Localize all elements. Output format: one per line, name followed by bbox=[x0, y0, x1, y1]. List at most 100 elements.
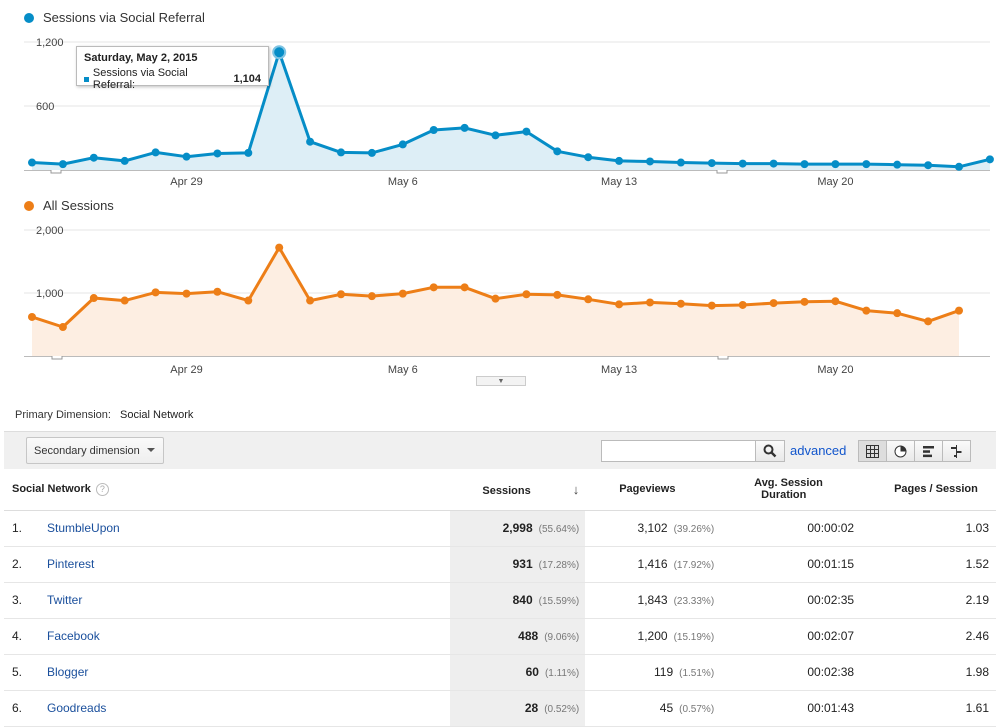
data-point bbox=[429, 283, 438, 292]
legend-label: All Sessions bbox=[43, 198, 114, 213]
table-row: 4. Facebook 488 (9.06%) 1,200 (15.19%) 00:02:0… bbox=[4, 618, 996, 655]
advanced-filter-link[interactable]: advanced bbox=[790, 443, 847, 458]
table-row: 3. Twitter 840 (15.59%) 1,843 (23.33%) 00:02:3… bbox=[4, 582, 996, 619]
data-point bbox=[182, 152, 191, 161]
sessions-percent: (0.52%) bbox=[544, 704, 580, 715]
data-point bbox=[89, 153, 98, 162]
social-network-link[interactable]: Twitter bbox=[47, 593, 83, 607]
data-point bbox=[28, 158, 36, 167]
x-tick-label: May 20 bbox=[817, 364, 853, 376]
cell-sessions: 60 (1.11%) bbox=[450, 654, 586, 691]
data-point bbox=[646, 298, 654, 307]
table-search-input[interactable] bbox=[601, 440, 756, 462]
data-table: Social Network? Sessions ↓ Pageviews Avg.… bbox=[4, 469, 996, 727]
cell-social-network: 3. Twitter bbox=[4, 582, 451, 619]
cell-avg-session-duration: 00:02:35 bbox=[720, 582, 861, 619]
cell-avg-session-duration: 00:00:02 bbox=[720, 510, 861, 547]
column-header-sessions[interactable]: Sessions ↓ bbox=[450, 469, 586, 511]
performance-view-button[interactable] bbox=[914, 440, 943, 462]
data-point bbox=[398, 140, 407, 149]
sessions-value: 2,998 bbox=[502, 521, 533, 535]
cell-pages-per-session: 1.61 bbox=[860, 690, 996, 727]
column-header-pageviews[interactable]: Pageviews bbox=[585, 469, 721, 511]
x-tick-label: May 6 bbox=[388, 176, 418, 188]
data-point bbox=[924, 161, 933, 170]
row-rank: 5. bbox=[12, 665, 23, 679]
sessions-percent: (1.11%) bbox=[544, 668, 580, 679]
chart-expand-toggle[interactable]: ▼ bbox=[476, 376, 526, 386]
data-point bbox=[244, 296, 253, 305]
column-header-avg-session-duration[interactable]: Avg. Session Duration bbox=[720, 469, 861, 511]
pie-view-button[interactable] bbox=[886, 440, 915, 462]
sessions-value: 60 bbox=[525, 665, 539, 679]
x-tick-label: May 13 bbox=[601, 364, 637, 376]
pie-chart-icon bbox=[894, 445, 907, 457]
pageviews-percent: (39.26%) bbox=[673, 524, 715, 535]
pageviews-percent: (0.57%) bbox=[679, 704, 715, 715]
sort-descending-icon: ↓ bbox=[572, 481, 580, 497]
social-network-link[interactable]: Blogger bbox=[47, 665, 89, 679]
column-header-label: Pages / Session bbox=[894, 483, 978, 496]
legend-dot-icon bbox=[24, 12, 34, 23]
table-view-button[interactable] bbox=[858, 440, 887, 462]
primary-dimension-value[interactable]: Social Network bbox=[120, 409, 194, 421]
data-point bbox=[337, 148, 345, 157]
x-tick-label: May 20 bbox=[817, 176, 853, 188]
sessions-percent: (9.06%) bbox=[544, 632, 580, 643]
social-network-link[interactable]: Facebook bbox=[47, 629, 100, 643]
data-point bbox=[553, 290, 562, 299]
column-header-label: Duration bbox=[761, 489, 807, 502]
line-charts[interactable]: 600 1,200 Apr 29 May 6 May 13 May 20 1,000 2,00… bbox=[0, 0, 1000, 390]
y-tick-label: 1,000 bbox=[36, 288, 64, 300]
data-point bbox=[831, 160, 840, 169]
row-rank: 1. bbox=[12, 521, 23, 535]
social-network-link[interactable]: Goodreads bbox=[47, 701, 107, 715]
comparison-view-button[interactable] bbox=[942, 440, 971, 462]
data-point bbox=[120, 296, 129, 305]
row-rank: 3. bbox=[12, 593, 23, 607]
column-header-social-network[interactable]: Social Network? bbox=[4, 469, 451, 511]
sessions-value: 488 bbox=[518, 629, 539, 643]
legend-all-sessions[interactable]: All Sessions bbox=[24, 198, 114, 213]
cell-social-network: 4. Facebook bbox=[4, 618, 451, 655]
data-point bbox=[244, 148, 253, 157]
data-point bbox=[213, 287, 222, 296]
tooltip-series-swatch bbox=[84, 76, 89, 82]
series-line bbox=[31, 50, 991, 169]
data-point bbox=[306, 296, 315, 305]
sessions-percent: (55.64%) bbox=[538, 524, 580, 535]
social-network-link[interactable]: StumbleUpon bbox=[47, 521, 120, 535]
help-icon[interactable]: ? bbox=[95, 482, 109, 496]
column-header-label: Pageviews bbox=[619, 483, 676, 496]
cell-pageviews: 45 (0.57%) bbox=[585, 690, 721, 727]
chevron-down-icon: ▼ bbox=[497, 377, 505, 385]
cell-sessions: 2,998 (55.64%) bbox=[450, 510, 586, 547]
legend-social-referral[interactable]: Sessions via Social Referral bbox=[24, 10, 205, 25]
cell-pages-per-session: 2.46 bbox=[860, 618, 996, 655]
data-point bbox=[28, 312, 36, 321]
cell-sessions: 28 (0.52%) bbox=[450, 690, 586, 727]
secondary-dimension-dropdown[interactable]: Secondary dimension bbox=[26, 437, 164, 464]
table-toolbar: Secondary dimension advanced bbox=[4, 431, 996, 469]
data-point bbox=[615, 300, 624, 309]
cell-sessions: 488 (9.06%) bbox=[450, 618, 586, 655]
data-point bbox=[707, 301, 716, 310]
y-tick-label: 1,200 bbox=[36, 37, 64, 49]
legend-label: Sessions via Social Referral bbox=[43, 10, 205, 25]
table-row: 5. Blogger 60 (1.11%) 119 (1.51%) 00:02:38 1.98 bbox=[4, 654, 996, 691]
data-point bbox=[120, 156, 129, 165]
data-point bbox=[491, 294, 500, 303]
data-point bbox=[553, 147, 562, 156]
pageviews-value: 119 bbox=[654, 665, 674, 679]
social-network-link[interactable]: Pinterest bbox=[47, 557, 95, 571]
data-point bbox=[213, 149, 222, 158]
cell-pageviews: 1,843 (23.33%) bbox=[585, 582, 721, 619]
column-header-pages-per-session[interactable]: Pages / Session bbox=[860, 469, 996, 511]
search-button[interactable] bbox=[755, 440, 785, 462]
table-header-row: Social Network? Sessions ↓ Pageviews Avg.… bbox=[4, 469, 996, 511]
pageviews-value: 45 bbox=[659, 701, 674, 715]
data-point bbox=[367, 148, 376, 157]
pageviews-percent: (1.51%) bbox=[679, 668, 715, 679]
comparison-icon bbox=[951, 444, 962, 458]
cell-pageviews: 1,200 (15.19%) bbox=[585, 618, 721, 655]
